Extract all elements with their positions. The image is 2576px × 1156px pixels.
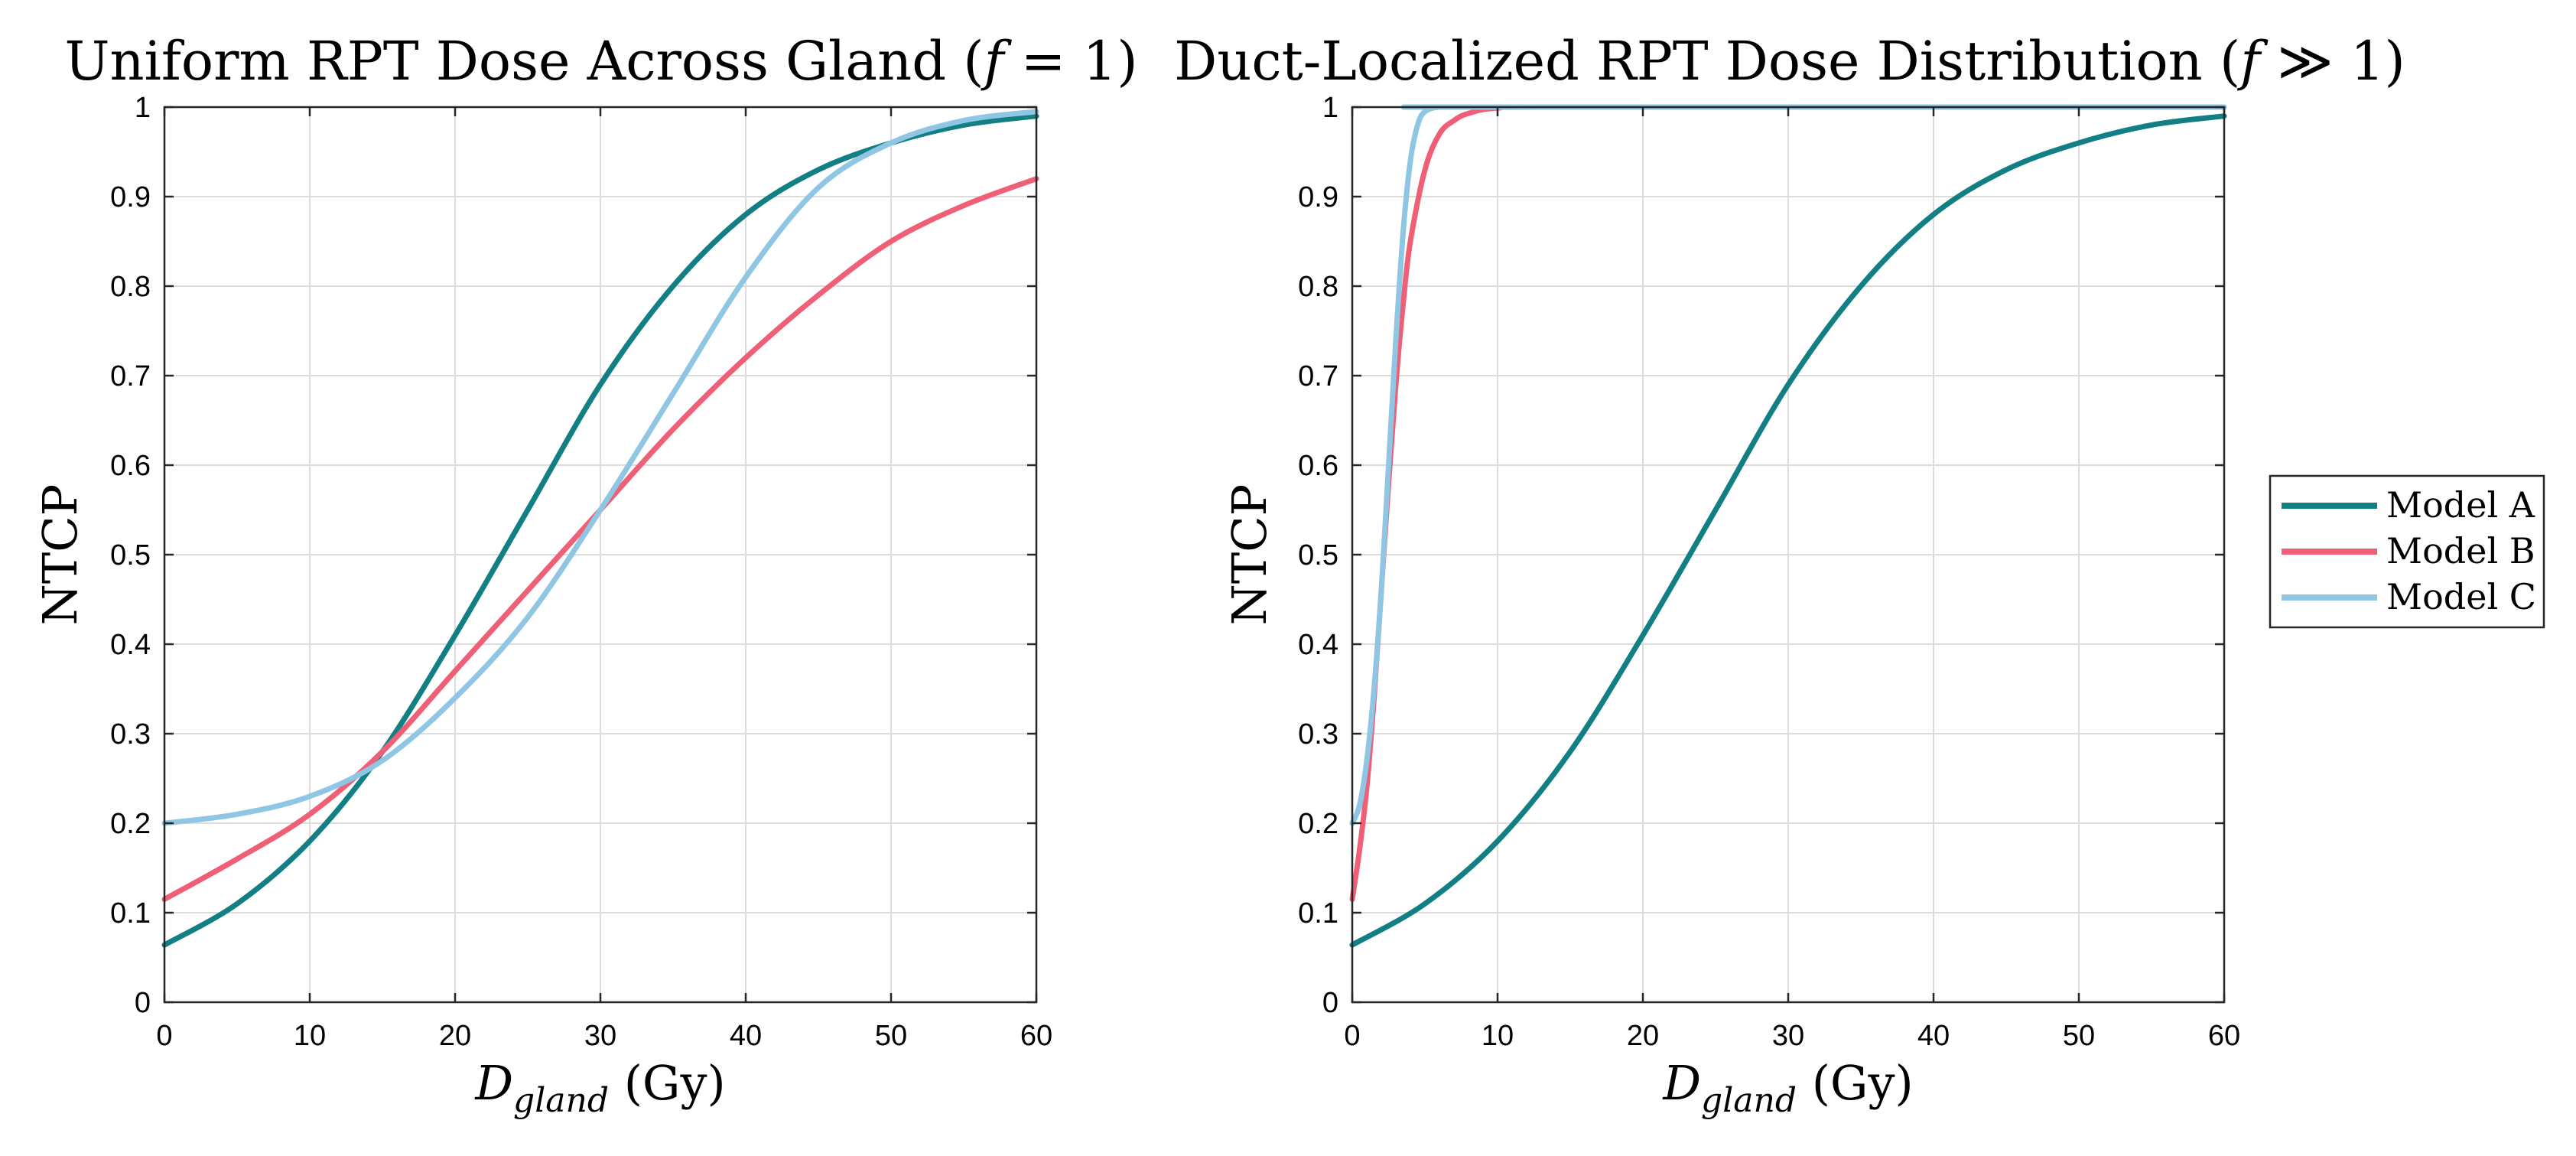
chart-left-xtick-label-30: 30	[584, 1020, 616, 1052]
chart-right-yticks: 0 0.1 0.2 0.3 0.4 0.5 0.6 0.7 0.8 0.9 1	[1298, 92, 2224, 1019]
chart-left-xtick-label-0: 0	[156, 1020, 172, 1052]
chart-left-ytick-label-0_1: 0.1	[110, 897, 151, 930]
chart-right: Duct-Localized RPT Dose Distribution (𝑓 …	[1174, 30, 2405, 1120]
chart-right-ytick-label-0_3: 0.3	[1298, 718, 1338, 751]
chart-right-xtick-label-60: 60	[2208, 1020, 2240, 1052]
chart-right-xticks: 0 10 20 30 40 50 60	[1344, 107, 2240, 1052]
chart-right-xlabel-unit: (Gy)	[1797, 1055, 1914, 1111]
chart-left: Uniform RPT Dose Across Gland (𝑓 = 1) 0 1…	[32, 30, 1138, 1120]
chart-left-series	[161, 109, 1039, 948]
chart-right-ytick-label-0_5: 0.5	[1298, 539, 1338, 571]
chart-left-ylabel: NTCP	[32, 484, 88, 626]
chart-right-xtick-label-40: 40	[1917, 1020, 1950, 1052]
chart-left-ytick-label-0_2: 0.2	[110, 808, 151, 840]
chart-left-ytick-label-1: 1	[135, 92, 151, 124]
chart-right-ytick-label-0_1: 0.1	[1298, 897, 1338, 930]
legend-item-model-c: Model C	[2282, 576, 2536, 617]
chart-right-xlabel-sub: gland	[1701, 1081, 1797, 1120]
chart-right-ytick-label-0_2: 0.2	[1298, 808, 1338, 840]
legend-label-model-b: Model B	[2386, 530, 2535, 571]
chart-right-ylabel: NTCP	[1221, 484, 1277, 626]
chart-left-xlabel-unit: (Gy)	[609, 1055, 726, 1111]
legend-label-model-c: Model C	[2386, 576, 2536, 617]
chart-right-series-model-a	[1349, 113, 2227, 948]
chart-right-xtick-label-10: 10	[1482, 1020, 1514, 1052]
legend-item-model-a: Model A	[2282, 484, 2535, 526]
chart-left-ytick-label-0_9: 0.9	[110, 181, 151, 213]
chart-left-xlabel-sub: gland	[513, 1081, 609, 1120]
chart-left-xtick-label-10: 10	[294, 1020, 326, 1052]
chart-left-ytick-label-0_8: 0.8	[110, 271, 151, 303]
chart-left-series-model-a	[161, 113, 1039, 948]
chart-right-ytick-label-1: 1	[1322, 92, 1338, 124]
chart-left-series-model-c	[161, 109, 1039, 826]
chart-right-xlabel: Dgland (Gy)	[1662, 1055, 1913, 1120]
chart-right-xtick-label-30: 30	[1772, 1020, 1804, 1052]
chart-left-ytick-label-0_3: 0.3	[110, 718, 151, 751]
chart-right-xtick-label-50: 50	[2063, 1020, 2095, 1052]
chart-left-ytick-label-0_7: 0.7	[110, 360, 151, 392]
legend: Model A Model B Model C	[2269, 474, 2545, 629]
chart-right-ytick-label-0: 0	[1322, 987, 1338, 1019]
chart-left-grid	[164, 107, 1036, 1002]
chart-left-xtick-label-40: 40	[730, 1020, 762, 1052]
chart-left-ytick-label-0_6: 0.6	[110, 450, 151, 482]
chart-left-xlabel: Dgland (Gy)	[474, 1055, 725, 1120]
chart-right-xlabel-var: D	[1662, 1055, 1701, 1111]
chart-right-xtick-label-0: 0	[1344, 1020, 1360, 1052]
legend-item-model-b: Model B	[2282, 530, 2535, 571]
chart-right-title: Duct-Localized RPT Dose Distribution (𝑓 …	[1174, 30, 2405, 93]
chart-left-ytick-label-0_5: 0.5	[110, 539, 151, 571]
chart-left-title: Uniform RPT Dose Across Gland (𝑓 = 1)	[64, 30, 1137, 93]
chart-right-grid	[1352, 107, 2224, 1002]
legend-label-model-a: Model A	[2386, 484, 2535, 526]
chart-right-ytick-label-0_9: 0.9	[1298, 181, 1338, 213]
chart-right-ytick-label-0_6: 0.6	[1298, 450, 1338, 482]
chart-right-xtick-label-20: 20	[1627, 1020, 1659, 1052]
chart-right-ytick-label-0_8: 0.8	[1298, 271, 1338, 303]
chart-left-xtick-label-20: 20	[439, 1020, 471, 1052]
chart-left-ytick-label-0_4: 0.4	[110, 629, 151, 661]
chart-left-ytick-label-0: 0	[135, 987, 151, 1019]
chart-left-yticks: 0 0.1 0.2 0.3 0.4 0.5 0.6 0.7 0.8 0.9 1	[110, 92, 1036, 1019]
chart-left-xtick-label-50: 50	[875, 1020, 907, 1052]
chart-left-xticks: 0 10 20 30 40 50 60	[156, 107, 1052, 1052]
chart-left-xtick-label-60: 60	[1020, 1020, 1052, 1052]
chart-right-ytick-label-0_4: 0.4	[1298, 629, 1338, 661]
chart-right-ytick-label-0_7: 0.7	[1298, 360, 1338, 392]
chart-left-xlabel-var: D	[474, 1055, 513, 1111]
